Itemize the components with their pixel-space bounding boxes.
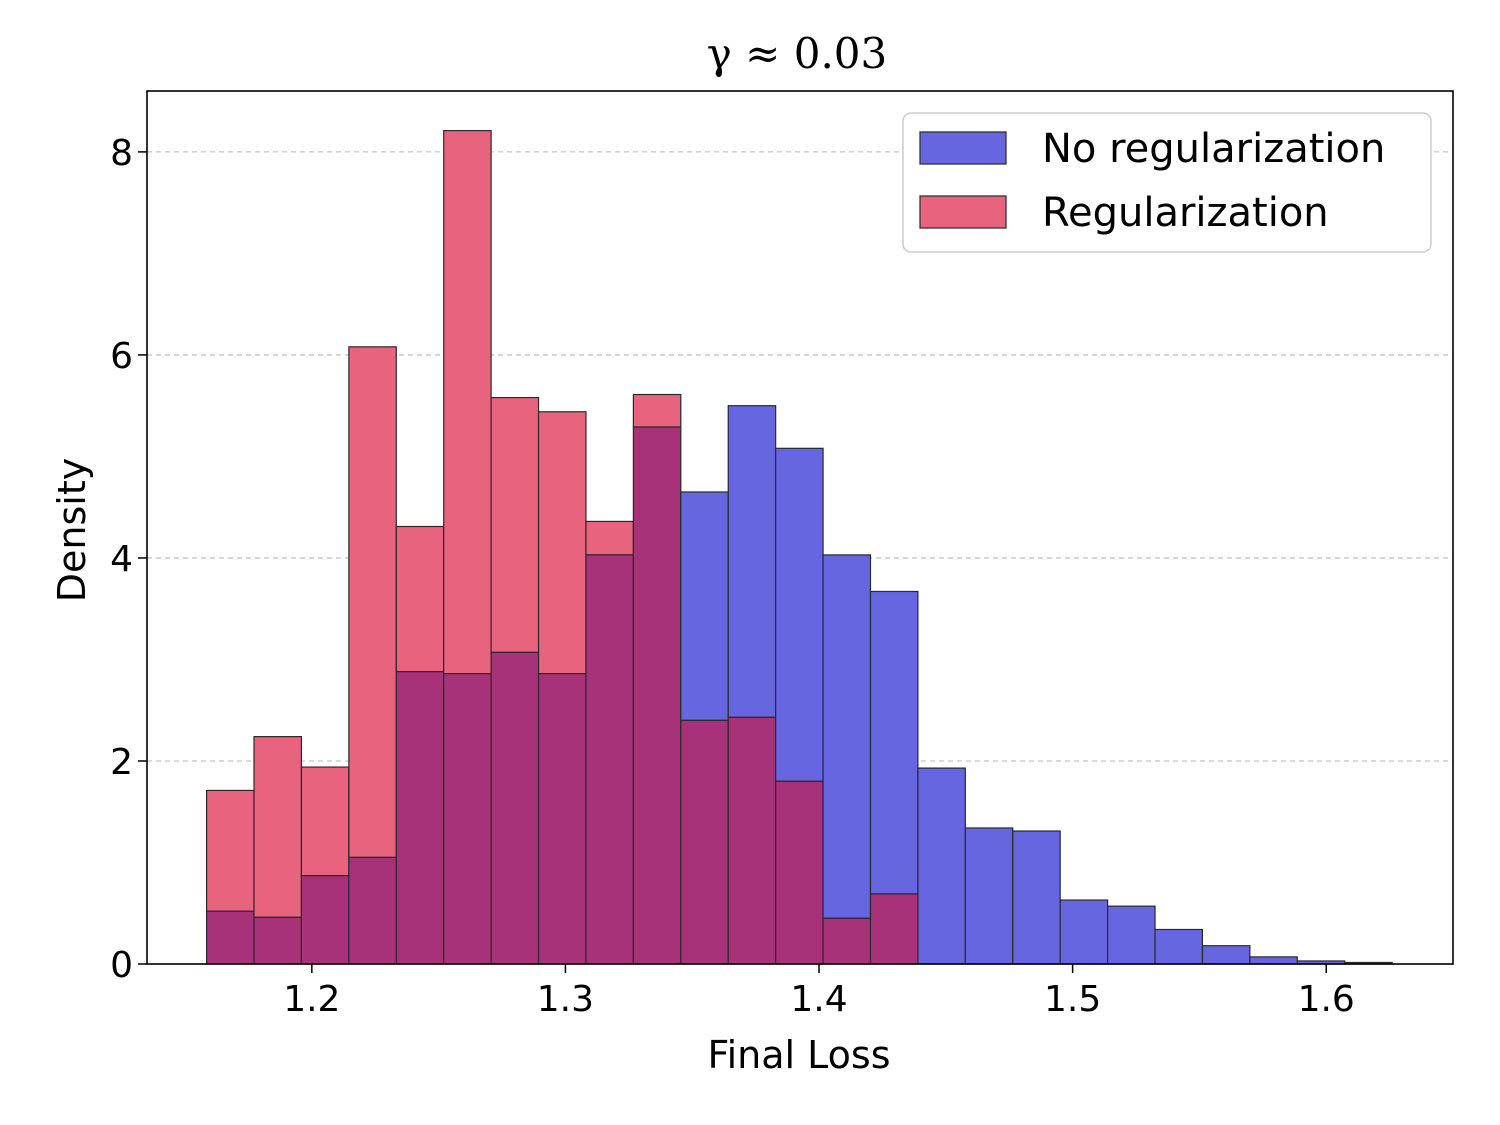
- bar-regularization-8: [585, 520, 634, 556]
- y-tick-label-1: 2: [110, 742, 133, 783]
- bar-regularization-9: [632, 393, 682, 428]
- bar-regularization-1: [253, 736, 303, 918]
- bar-overlap-1: [253, 916, 303, 965]
- y-tick-label-4: 8: [110, 133, 133, 174]
- bar-no-regularization-18: [1059, 899, 1109, 965]
- bar-overlap-9: [632, 426, 682, 965]
- bar-no-regularization-14: [869, 590, 919, 895]
- legend-swatch-no-regularization: [919, 131, 1007, 165]
- y-tick-label-0: 0: [110, 945, 133, 986]
- bar-regularization-3: [348, 346, 397, 859]
- bar-no-regularization-20: [1154, 928, 1204, 965]
- legend-label-no-regularization: No regularization: [1042, 126, 1385, 172]
- bar-overlap-11: [727, 716, 777, 965]
- bar-no-regularization-12: [775, 447, 824, 782]
- bar-overlap-8: [585, 554, 634, 965]
- y-tick-label-3: 6: [110, 336, 133, 377]
- bar-no-regularization-17: [1012, 830, 1061, 965]
- bar-no-regularization-15: [917, 767, 966, 965]
- plot-frame: [146, 90, 1454, 965]
- bar-no-regularization-22: [1249, 956, 1298, 965]
- bar-overlap-14: [869, 893, 919, 965]
- histogram-bars: [205, 129, 1393, 965]
- legend-swatch-regularization: [919, 195, 1007, 229]
- bar-no-regularization-11: [727, 405, 777, 718]
- x-axis-ticks: 1.2 1.3 1.4 1.5 1.6: [283, 964, 1355, 1020]
- bar-overlap-3: [348, 856, 397, 965]
- legend-label-regularization: Regularization: [1042, 190, 1329, 236]
- bar-overlap-6: [490, 651, 540, 965]
- y-axis-ticks: 0 2 4 6 8: [110, 133, 147, 986]
- bar-overlap-12: [775, 780, 824, 965]
- x-tick-label-1: 1.3: [537, 979, 594, 1020]
- bar-no-regularization-13: [822, 554, 872, 919]
- bar-overlap-2: [300, 875, 350, 965]
- x-tick-label-4: 1.6: [1298, 979, 1355, 1020]
- bar-no-regularization-10: [680, 491, 729, 721]
- bar-overlap-10: [680, 719, 729, 965]
- legend-box: [902, 112, 1432, 253]
- bar-regularization-6: [490, 396, 540, 653]
- bar-regularization-0: [205, 789, 255, 912]
- x-tick-label-3: 1.5: [1044, 979, 1101, 1020]
- x-tick-label-2: 1.4: [790, 979, 847, 1020]
- bar-no-regularization-21: [1201, 945, 1251, 965]
- bar-overlap-5: [443, 673, 492, 965]
- bar-regularization-5: [443, 129, 492, 675]
- x-tick-label-0: 1.2: [283, 979, 340, 1020]
- bar-no-regularization-19: [1107, 905, 1156, 965]
- legend: No regularization Regularization: [902, 112, 1432, 253]
- y-tick-label-2: 4: [110, 539, 133, 580]
- bar-regularization-4: [395, 525, 445, 673]
- bar-overlap-0: [205, 910, 255, 965]
- x-axis-label: Final Loss: [707, 1033, 890, 1077]
- bar-overlap-4: [395, 671, 445, 965]
- bar-no-regularization-16: [964, 827, 1014, 965]
- bar-overlap-13: [822, 917, 872, 965]
- y-axis-label: Density: [50, 458, 94, 602]
- bar-regularization-2: [300, 766, 350, 877]
- bar-regularization-7: [537, 411, 587, 675]
- bar-overlap-7: [537, 673, 587, 965]
- chart-title: γ ≈ 0.03: [707, 29, 888, 78]
